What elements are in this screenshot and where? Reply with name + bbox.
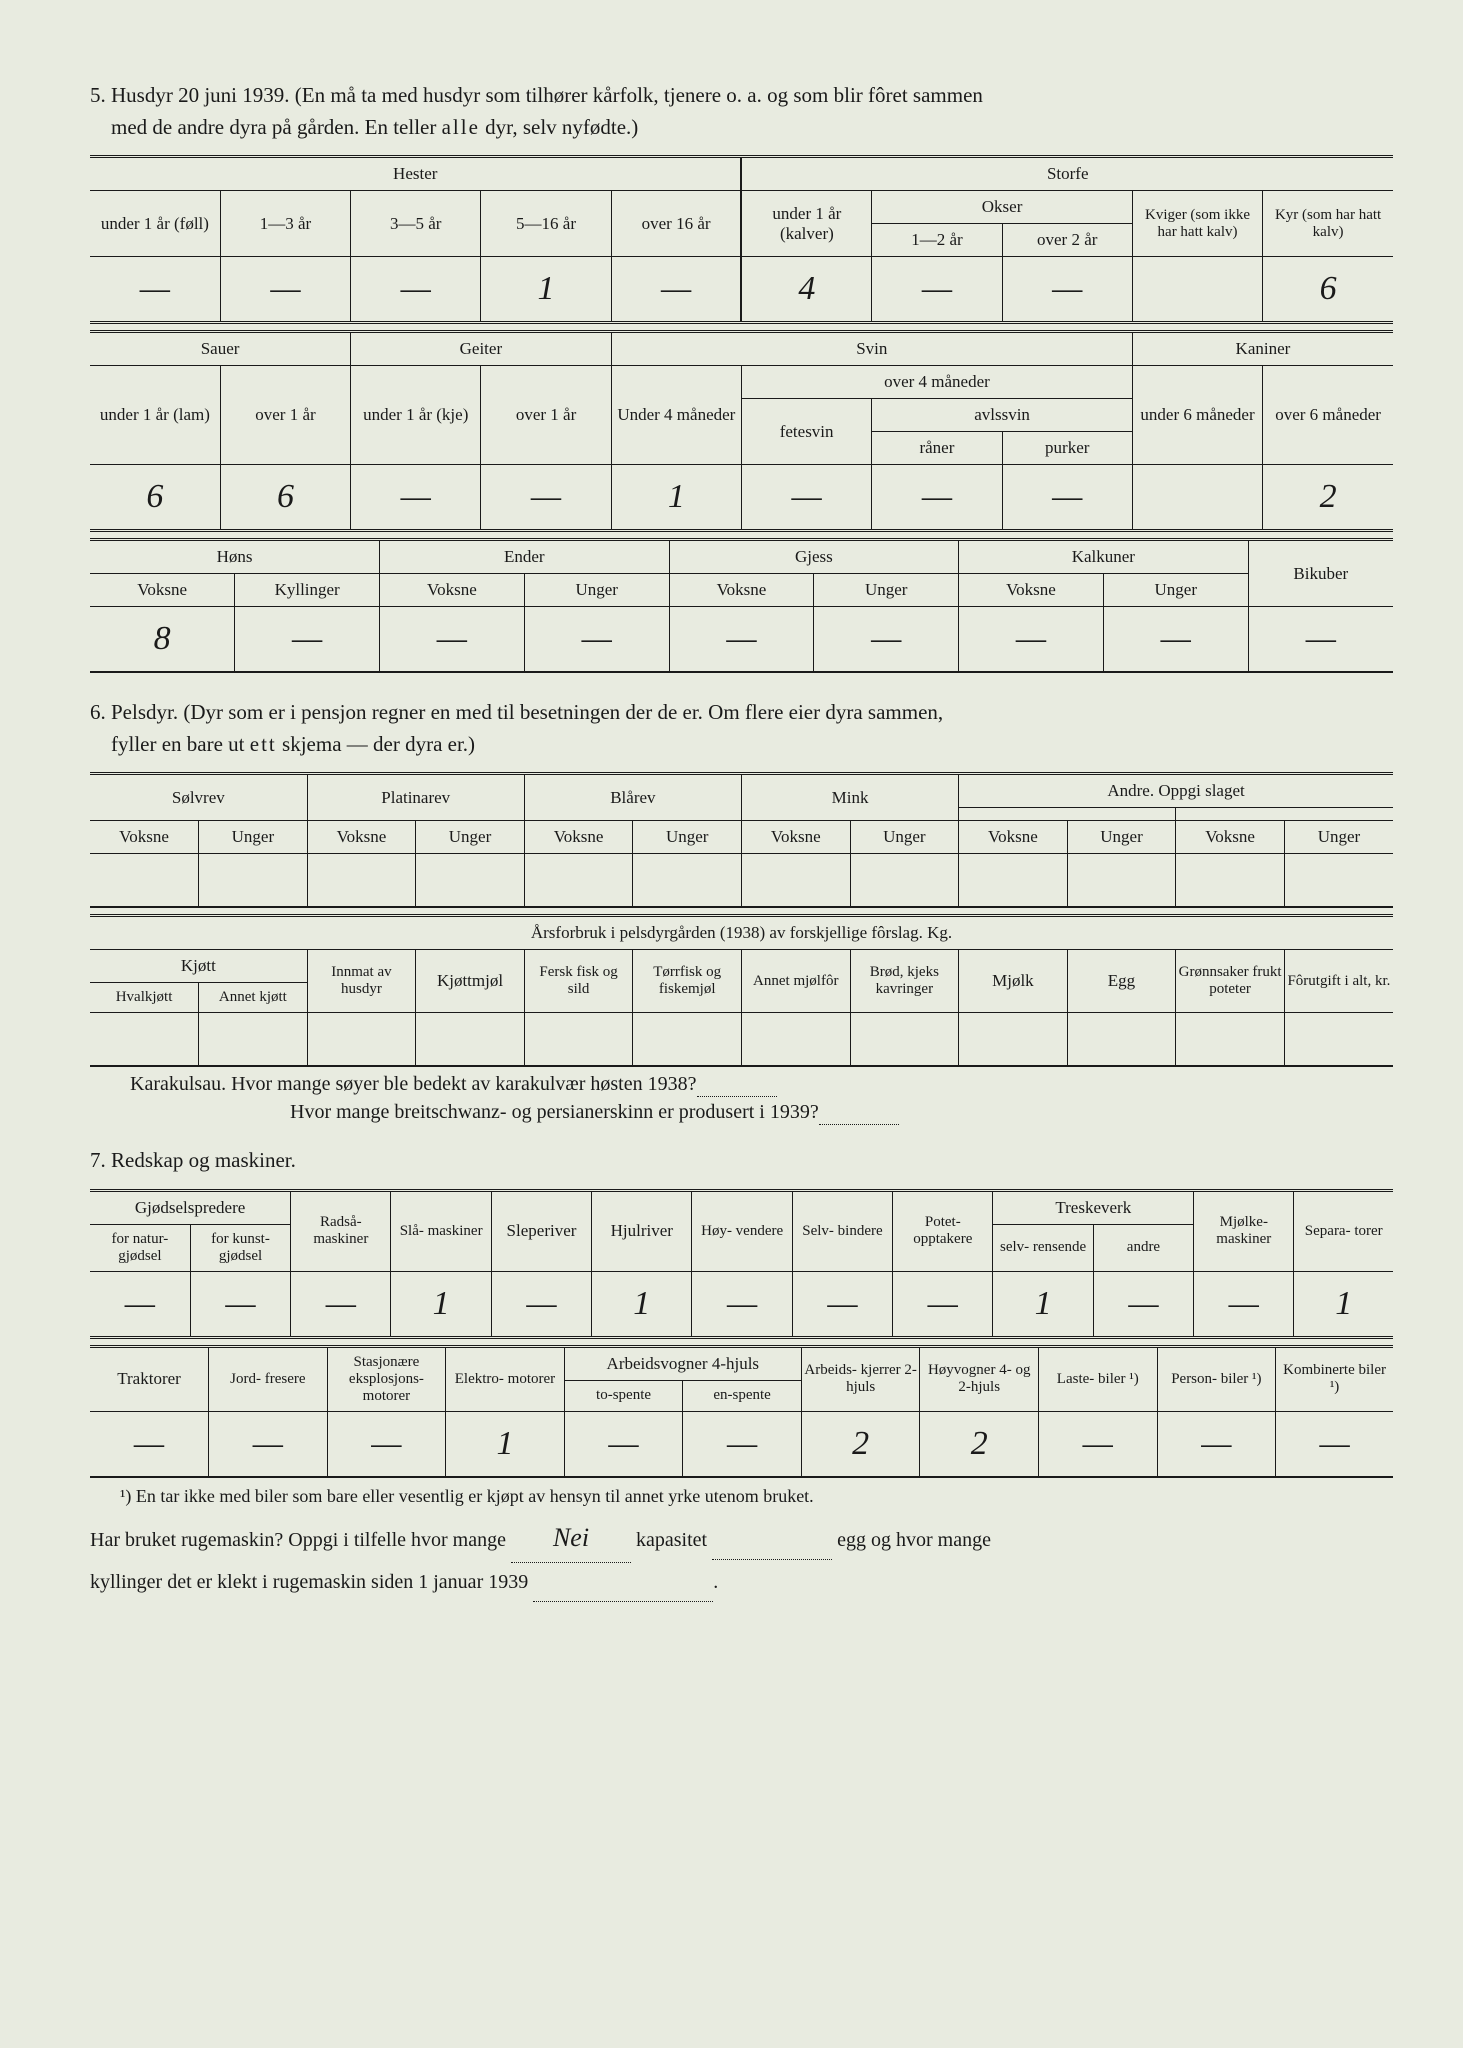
table-fur-feed: Årsforbruk i pelsdyrgården (1938) av for…: [90, 914, 1393, 1067]
karakul-q2: Hvor mange breitschwanz- og persianerski…: [290, 1101, 1393, 1125]
footnote: ¹) En tar ikke med biler som bare eller …: [120, 1486, 1393, 1507]
table-sheep-goats-pigs-rabbits: Sauer Geiter Svin Kaniner under 1 år (la…: [90, 330, 1393, 532]
table-poultry: Høns Ender Gjess Kalkuner Bikuber Voksne…: [90, 538, 1393, 673]
karakul-q1: Karakulsau. Hvor mange søyer ble bedekt …: [130, 1073, 1393, 1097]
table-horses-cattle: Hester Storfe under 1 år (føll) 1—3 år 3…: [90, 155, 1393, 324]
table-equipment-b: Traktorer Jord- fresere Stasjonære ekspl…: [90, 1345, 1393, 1478]
section7-title: 7. Redskap og maskiner.: [90, 1145, 1393, 1177]
section5-title: 5. Husdyr 20 juni 1939. (En må ta med hu…: [90, 80, 1393, 143]
section6-title: 6. Pelsdyr. (Dyr som er i pensjon regner…: [90, 697, 1393, 760]
table-fur-animals: Sølvrev Platinarev Blårev Mink Andre. Op…: [90, 772, 1393, 908]
incubator-question: Har bruket rugemaskin? Oppgi i tilfelle …: [90, 1513, 1393, 1602]
table-equipment-a: Gjødselspredere Radså- maskiner Slå- mas…: [90, 1189, 1393, 1339]
